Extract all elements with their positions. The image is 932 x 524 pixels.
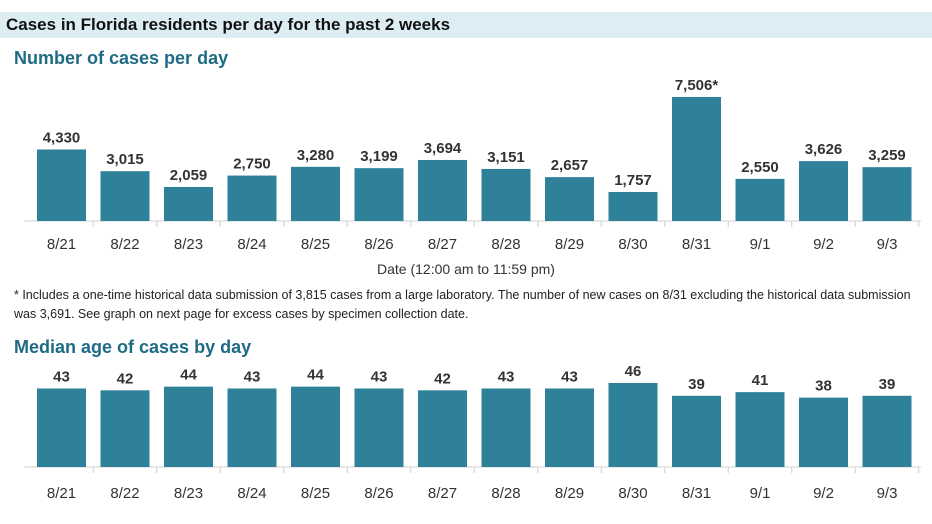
- cases-bar-8-21: [37, 149, 86, 221]
- footnote: * Includes a one-time historical data su…: [14, 288, 911, 321]
- age-bar-8-24: [227, 388, 277, 467]
- age-x-tick-label: 8/25: [301, 485, 330, 502]
- cases-bar-8-27: [418, 159, 467, 221]
- median-age-chart: 43 8/21 42 8/22 44 8/23 43 8/24 44 8/25 43 8/26 42 8/…: [24, 363, 921, 502]
- cases-x-tick-label: 8/31: [682, 236, 711, 253]
- cases-bar-9-3: [862, 167, 912, 221]
- cases-data-label: 4,330: [43, 129, 81, 146]
- cases-bar-8-24: [227, 175, 277, 221]
- age-bar-8-23: [164, 386, 213, 467]
- age-data-label: 43: [561, 368, 578, 385]
- cases-data-label: 3,280: [297, 147, 335, 164]
- cases-bar-8-31: [672, 97, 721, 221]
- age-data-label: 43: [371, 368, 388, 385]
- age-data-label: 41: [752, 372, 769, 389]
- age-bar-8-31: [672, 395, 721, 467]
- age-bar-8-27: [418, 390, 467, 467]
- age-x-tick-label: 8/22: [110, 485, 139, 502]
- age-data-label: 43: [53, 368, 70, 385]
- cases-x-tick-label: 9/3: [877, 236, 898, 253]
- age-bar-8-30: [608, 383, 658, 467]
- cases-bar-8-25: [291, 166, 340, 221]
- age-bar-9-3: [862, 395, 912, 467]
- age-bar-8-26: [354, 388, 404, 467]
- age-bar-9-1: [735, 392, 785, 467]
- age-bar-8-29: [545, 388, 594, 467]
- cases-data-label: 3,626: [805, 141, 843, 158]
- header-band: [0, 12, 932, 38]
- cases-bar-8-28: [481, 168, 531, 221]
- age-x-tick-label: 9/3: [877, 485, 898, 502]
- cases-x-tick-label: 8/22: [110, 236, 139, 253]
- age-bar-9-2: [799, 397, 848, 467]
- cases-data-label: 2,550: [741, 159, 779, 176]
- age-x-tick-label: 8/24: [237, 485, 266, 502]
- cases-bar-8-30: [608, 191, 658, 221]
- age-x-tick-label: 8/21: [47, 485, 76, 502]
- cases-data-label: 2,750: [233, 156, 271, 173]
- cases-x-tick-label: 8/24: [237, 236, 266, 253]
- age-data-label: 46: [625, 363, 642, 380]
- cases-data-label: 2,059: [170, 167, 208, 184]
- cases-x-tick-label: 8/25: [301, 236, 330, 253]
- age-bar-8-28: [481, 388, 531, 467]
- cases-chart-title: Number of cases per day: [14, 48, 229, 68]
- age-x-tick-label: 9/1: [750, 485, 771, 502]
- age-x-tick-label: 8/26: [364, 485, 393, 502]
- cases-x-axis-title: Date (12:00 am to 11:59 pm): [377, 261, 555, 277]
- age-data-label: 44: [180, 367, 197, 384]
- cases-bar-9-2: [799, 161, 848, 221]
- cases-x-tick-label: 8/29: [555, 236, 584, 253]
- age-x-tick-label: 8/30: [618, 485, 647, 502]
- age-bar-8-21: [37, 388, 86, 467]
- age-data-label: 38: [815, 378, 832, 395]
- cases-x-tick-label: 8/21: [47, 236, 76, 253]
- age-x-tick-label: 8/29: [555, 485, 584, 502]
- cases-data-label: 3,694: [424, 140, 462, 157]
- cases-bar-8-22: [100, 171, 150, 221]
- cases-data-label: 3,199: [360, 148, 398, 165]
- age-bar-8-25: [291, 386, 340, 467]
- cases-bar-8-29: [545, 177, 594, 221]
- age-data-label: 39: [688, 376, 705, 393]
- age-data-label: 42: [117, 370, 134, 387]
- cases-x-tick-label: 8/30: [618, 236, 647, 253]
- cases-x-tick-label: 8/27: [428, 236, 457, 253]
- age-x-tick-label: 9/2: [813, 485, 834, 502]
- age-data-label: 44: [307, 367, 324, 384]
- age-data-label: 42: [434, 370, 451, 387]
- age-x-tick-label: 8/31: [682, 485, 711, 502]
- cases-data-label: 3,259: [868, 147, 906, 164]
- cases-x-tick-label: 8/28: [491, 236, 520, 253]
- cases-bar-9-1: [735, 178, 785, 221]
- cases-data-label: 3,151: [487, 149, 525, 166]
- age-chart-title: Median age of cases by day: [14, 337, 252, 357]
- cases-x-tick-label: 8/26: [364, 236, 393, 253]
- cases-data-label: 3,015: [106, 151, 144, 168]
- cases-data-label: 1,757: [614, 172, 652, 189]
- age-x-tick-label: 8/27: [428, 485, 457, 502]
- cases-data-label: 2,657: [551, 157, 589, 174]
- page-title: Cases in Florida residents per day for t…: [6, 15, 451, 34]
- cases-bar-8-26: [354, 168, 404, 221]
- age-data-label: 43: [498, 368, 515, 385]
- cases-per-day-chart: 4,330 8/21 3,015 8/22 2,059 8/23 2,750 8/24 3,28…: [24, 77, 921, 253]
- cases-bar-8-23: [164, 186, 213, 221]
- cases-x-tick-label: 9/2: [813, 236, 834, 253]
- age-x-tick-label: 8/28: [491, 485, 520, 502]
- cases-data-label: 7,506*: [675, 77, 719, 94]
- cases-x-tick-label: 8/23: [174, 236, 203, 253]
- cases-x-tick-label: 9/1: [750, 236, 771, 253]
- age-data-label: 39: [879, 376, 896, 393]
- age-data-label: 43: [244, 368, 261, 385]
- age-bar-8-22: [100, 390, 150, 467]
- age-x-tick-label: 8/23: [174, 485, 203, 502]
